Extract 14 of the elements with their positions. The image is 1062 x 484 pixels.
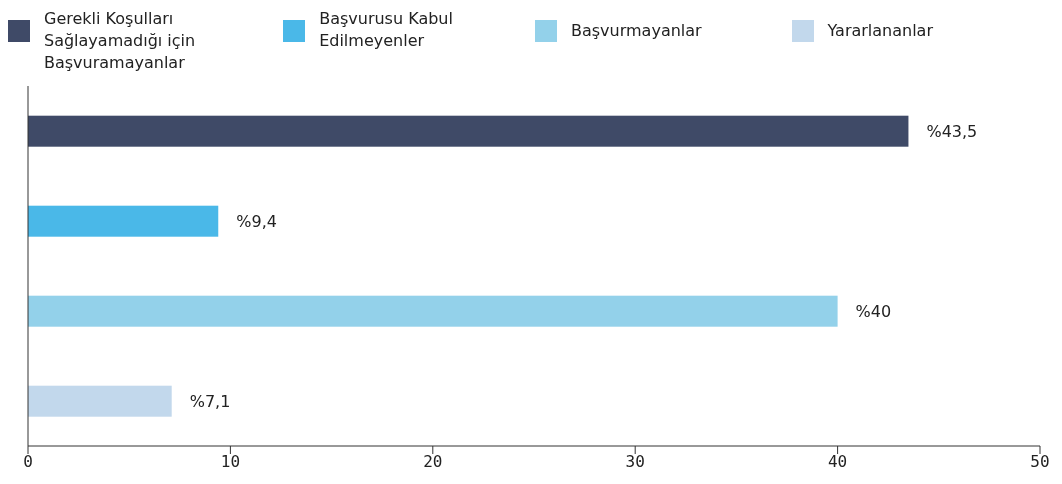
legend-label: Gerekli Koşulları Sağlayamadığı için Başvuramayanlar	[44, 8, 197, 74]
data-label: %40	[855, 301, 892, 321]
data-label: %43,5	[926, 121, 978, 141]
legend-label: Başvurmayanlar	[571, 20, 702, 42]
data-label: %7,1	[189, 391, 231, 411]
legend-label: Yararlananlar	[827, 20, 933, 42]
legend-label: Başvurusu Kabul Edilmeyenler	[319, 8, 454, 52]
data-label: %9,4	[236, 211, 277, 231]
x-tick-label: 40	[827, 452, 848, 472]
x-tick-label: 20	[423, 452, 443, 472]
x-tick-label: 10	[220, 452, 241, 472]
x-tick-label: 50	[1030, 452, 1050, 472]
x-tick-label: 0	[23, 452, 33, 472]
x-tick-label: 30	[625, 452, 645, 472]
